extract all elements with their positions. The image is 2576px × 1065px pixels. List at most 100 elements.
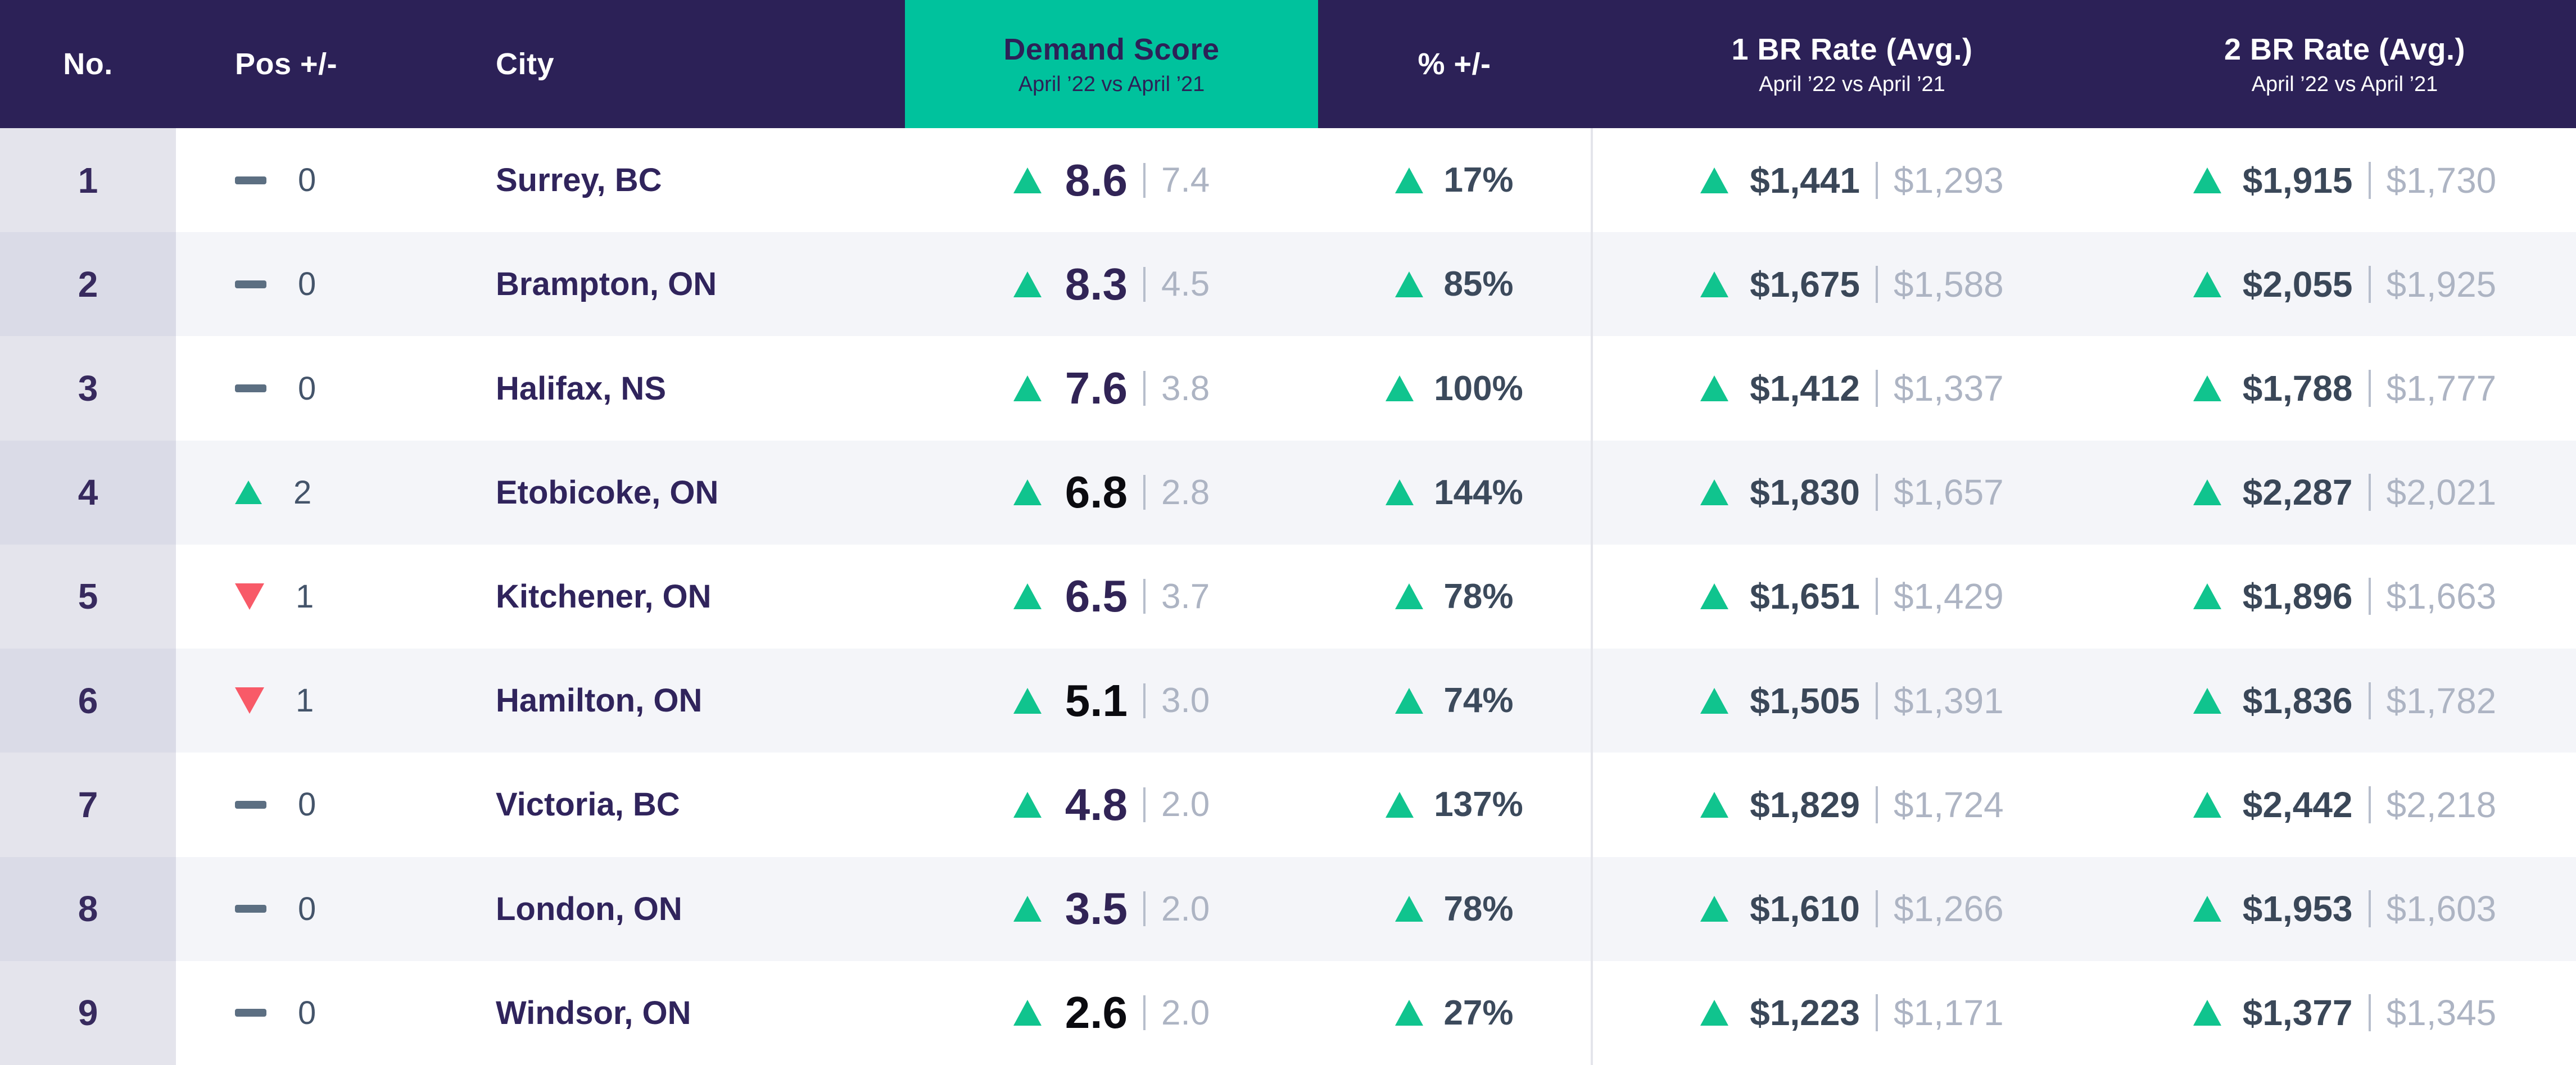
up-triangle-icon bbox=[1013, 479, 1042, 506]
up-triangle-icon bbox=[235, 481, 262, 505]
pos-change-cell: 2 bbox=[176, 441, 483, 545]
header-demand-title: Demand Score bbox=[1003, 32, 1220, 66]
up-triangle-icon bbox=[2193, 375, 2221, 402]
rank-number: 4 bbox=[78, 472, 98, 513]
demand-score-current: 5.1 bbox=[1065, 675, 1128, 726]
demand-score-previous: 3.8 bbox=[1161, 369, 1210, 408]
value-separator bbox=[2368, 161, 2371, 199]
br1-current-rate: $1,441 bbox=[1750, 160, 1860, 201]
percent-change-cell: 78% bbox=[1318, 857, 1591, 961]
city-name: Brampton, ON bbox=[496, 266, 717, 303]
br1-current-rate: $1,412 bbox=[1750, 368, 1860, 409]
pos-change-value: 0 bbox=[298, 266, 316, 303]
demand-score-cell: 8.6 7.4 bbox=[905, 128, 1318, 232]
one-br-rate-cell: $1,830 $1,657 bbox=[1591, 441, 2113, 545]
value-separator bbox=[1143, 891, 1146, 927]
br2-current-rate: $1,788 bbox=[2242, 368, 2353, 409]
up-triangle-icon bbox=[1700, 583, 1729, 610]
city-name: Kitchener, ON bbox=[496, 578, 712, 615]
no-change-dash-icon bbox=[235, 280, 266, 288]
header-no-label: No. bbox=[63, 47, 113, 81]
demand-score-previous: 7.4 bbox=[1161, 161, 1210, 200]
table-row: 7 0 Victoria, BC 4.8 2.0 137% $1,829 $1,724 $2,4… bbox=[0, 753, 2576, 857]
percent-change-value: 27% bbox=[1443, 993, 1514, 1032]
city-cell: Surrey, BC bbox=[483, 128, 905, 232]
br2-previous-rate: $1,730 bbox=[2386, 160, 2497, 201]
up-triangle-icon bbox=[2193, 167, 2221, 193]
pos-change-cell: 0 bbox=[176, 961, 483, 1065]
br1-current-rate: $1,675 bbox=[1750, 264, 1860, 305]
rank-cell: 3 bbox=[0, 336, 176, 441]
up-triangle-icon bbox=[1700, 1000, 1729, 1026]
header-2br-subtitle: April ’22 vs April ’21 bbox=[2251, 72, 2438, 96]
one-br-rate-cell: $1,829 $1,724 bbox=[1591, 753, 2113, 856]
value-separator bbox=[1876, 578, 1878, 615]
br2-current-rate: $1,836 bbox=[2242, 680, 2353, 721]
city-cell: Halifax, NS bbox=[483, 336, 905, 440]
pos-change-value: 2 bbox=[293, 474, 312, 511]
header-percent-change: % +/- bbox=[1318, 0, 1591, 128]
demand-score-current: 6.5 bbox=[1065, 571, 1128, 622]
header-city: City bbox=[483, 0, 905, 128]
percent-change-cell: 27% bbox=[1318, 961, 1591, 1065]
down-triangle-icon bbox=[235, 687, 264, 714]
demand-score-current: 3.5 bbox=[1065, 883, 1128, 934]
up-triangle-icon bbox=[1700, 375, 1729, 402]
value-separator bbox=[1876, 890, 1878, 928]
city-name: Surrey, BC bbox=[496, 162, 662, 199]
pos-change-cell: 0 bbox=[176, 857, 483, 961]
up-triangle-icon bbox=[1013, 791, 1042, 818]
up-triangle-icon bbox=[1013, 375, 1042, 402]
up-triangle-icon bbox=[2193, 687, 2221, 714]
br2-current-rate: $1,377 bbox=[2242, 993, 2353, 1034]
value-separator bbox=[1143, 787, 1146, 822]
value-separator bbox=[1876, 682, 1878, 719]
demand-score-previous: 4.5 bbox=[1161, 265, 1210, 304]
city-name: London, ON bbox=[496, 890, 682, 927]
demand-score-current: 8.6 bbox=[1065, 155, 1128, 205]
table-row: 5 1 Kitchener, ON 6.5 3.7 78% $1,651 $1,429 $1,8… bbox=[0, 544, 2576, 649]
br1-current-rate: $1,223 bbox=[1750, 993, 1860, 1034]
br2-current-rate: $1,896 bbox=[2242, 576, 2353, 617]
demand-score-cell: 3.5 2.0 bbox=[905, 857, 1318, 961]
table-row: 8 0 London, ON 3.5 2.0 78% $1,610 $1,266 $1,953 $… bbox=[0, 856, 2576, 961]
br1-previous-rate: $1,429 bbox=[1894, 576, 2004, 617]
br1-current-rate: $1,651 bbox=[1750, 576, 1860, 617]
percent-change-cell: 100% bbox=[1318, 336, 1591, 440]
table-row: 2 0 Brampton, ON 8.3 4.5 85% $1,675 $1,588 $2,05… bbox=[0, 232, 2576, 337]
rank-number: 9 bbox=[78, 993, 98, 1034]
percent-change-cell: 17% bbox=[1318, 128, 1591, 232]
br2-previous-rate: $1,777 bbox=[2386, 368, 2497, 409]
city-name: Windsor, ON bbox=[496, 994, 691, 1031]
pos-change-cell: 0 bbox=[176, 336, 483, 440]
city-name: Victoria, BC bbox=[496, 786, 680, 823]
pos-change-value: 0 bbox=[298, 994, 316, 1031]
value-separator bbox=[1143, 371, 1146, 406]
city-name: Halifax, NS bbox=[496, 370, 666, 407]
value-separator bbox=[1876, 994, 1878, 1032]
pos-change-value: 1 bbox=[296, 682, 314, 719]
br1-previous-rate: $1,657 bbox=[1894, 472, 2004, 513]
up-triangle-icon bbox=[1013, 1000, 1042, 1026]
no-change-dash-icon bbox=[235, 800, 266, 809]
up-triangle-icon bbox=[1013, 583, 1042, 610]
demand-score-cell: 5.1 3.0 bbox=[905, 649, 1318, 753]
br1-previous-rate: $1,724 bbox=[1894, 784, 2004, 825]
percent-change-cell: 85% bbox=[1318, 232, 1591, 336]
rank-cell: 5 bbox=[0, 544, 176, 649]
value-separator bbox=[2368, 578, 2371, 615]
rank-number: 6 bbox=[78, 680, 98, 721]
demand-score-cell: 2.6 2.0 bbox=[905, 961, 1318, 1065]
header-1br-subtitle: April ’22 vs April ’21 bbox=[1759, 72, 1945, 96]
value-separator bbox=[2368, 994, 2371, 1032]
br2-current-rate: $2,442 bbox=[2242, 784, 2353, 825]
up-triangle-icon bbox=[1700, 687, 1729, 714]
header-2br-title: 2 BR Rate (Avg.) bbox=[2224, 32, 2466, 66]
header-2br-rate: 2 BR Rate (Avg.) April ’22 vs April ’21 bbox=[2113, 0, 2576, 128]
demand-score-previous: 2.8 bbox=[1161, 473, 1210, 512]
no-change-dash-icon bbox=[235, 1009, 266, 1017]
two-br-rate-cell: $2,442 $2,218 bbox=[2113, 753, 2576, 856]
table-row: 6 1 Hamilton, ON 5.1 3.0 74% $1,505 $1,391 $1,83… bbox=[0, 649, 2576, 753]
br2-current-rate: $1,915 bbox=[2242, 160, 2353, 201]
